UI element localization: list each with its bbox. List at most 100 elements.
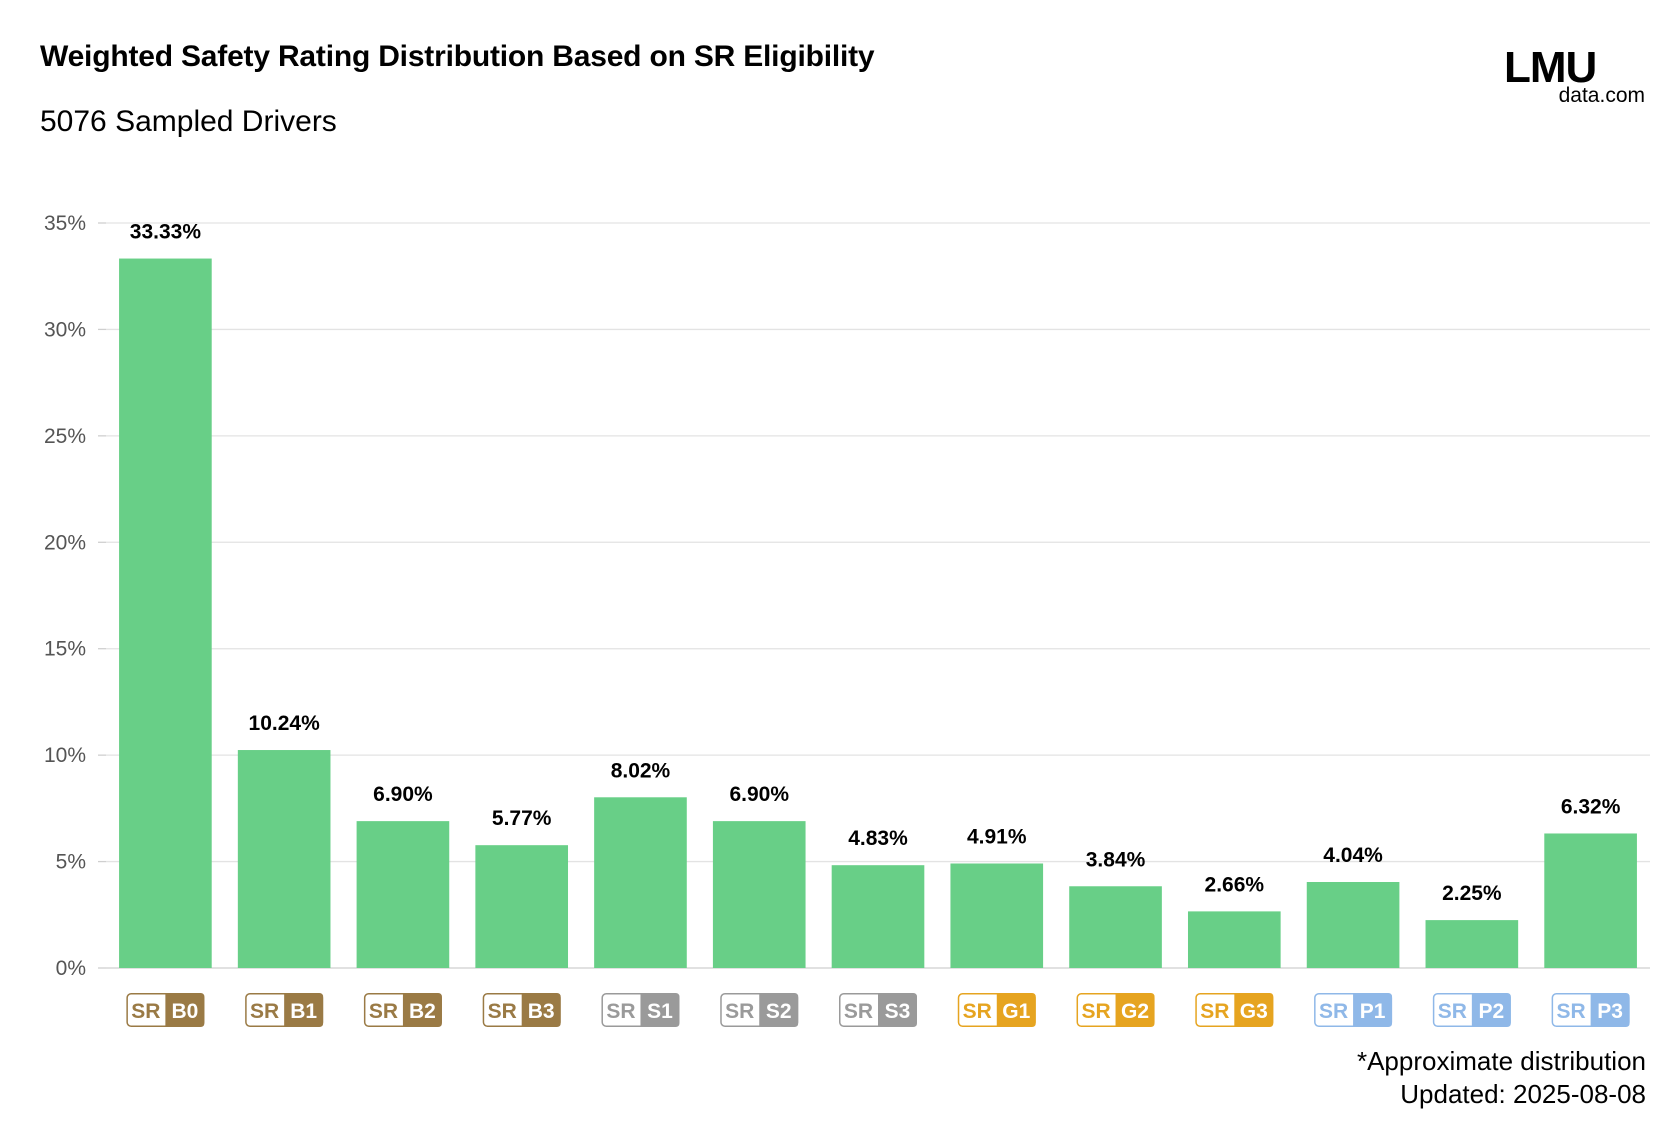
badge-grade-fill [1590,993,1630,1027]
badge-grade: S2 [766,1000,792,1023]
bar-value-labels: 33.33% 10.24% 6.90% 5.77% 8.02% 6.90% 4.83% 4.9… [130,221,1621,906]
badge-grade: G1 [1002,1000,1030,1023]
badge-grade: G3 [1240,1000,1268,1023]
badge-grade-fill [1115,993,1155,1027]
bar [712,821,806,968]
badge-grade-fill [402,993,442,1027]
footnote-approximate: *Approximate distribution [1356,1046,1646,1076]
lmu-data-logo: LMU data.com [1504,44,1645,106]
badge-grade: S1 [647,1000,673,1023]
badge-grade: P1 [1360,1000,1386,1023]
sr-badge: SR G1 [957,993,1036,1027]
chart-subtitle: 5076 Sampled Drivers [40,105,337,138]
badge-prefix: SR [488,1000,517,1023]
sr-badge: SR P3 [1551,993,1630,1027]
badge-grade-fill [284,993,324,1027]
y-tick-label: 30% [44,318,86,341]
bar [831,865,925,968]
sr-badge: SR B3 [482,993,561,1027]
bar [1187,911,1281,968]
bar-value-label: 6.90% [373,783,433,806]
y-tick-label: 5% [56,851,86,874]
badge-grade-fill [1471,993,1511,1027]
badge-prefix: SR [1557,1000,1586,1023]
bar [950,863,1044,968]
bars [119,258,1637,969]
y-tick-label: 25% [44,425,86,448]
y-tick-label: 0% [56,957,86,980]
badge-grade-fill [640,993,680,1027]
badge-grade: P2 [1479,1000,1505,1023]
bar [1306,882,1400,968]
badge-grade-fill [1353,993,1393,1027]
bar [1544,833,1637,968]
badge-prefix: SR [606,1000,635,1023]
bar-value-label: 2.25% [1442,882,1502,905]
bar [237,750,331,968]
sr-badge: SR S3 [839,993,917,1027]
badge-prefix: SR [963,1000,992,1023]
badge-prefix: SR [1319,1000,1348,1023]
badge-prefix: SR [844,1000,873,1023]
bar-value-label: 10.24% [249,712,321,735]
badge-prefix: SR [369,1000,398,1023]
sr-badge: SR P2 [1432,993,1511,1027]
bar-value-label: 4.83% [848,827,908,850]
bar [1425,920,1519,968]
badge-grade-fill [996,993,1036,1027]
badge-prefix: SR [1081,1000,1110,1023]
sr-badge: SR B2 [363,993,442,1027]
bar-value-label: 5.77% [492,807,552,830]
bar-value-label: 33.33% [130,221,202,244]
badge-prefix: SR [250,1000,279,1023]
sr-badge: SR S2 [720,993,799,1027]
badge-grade-fill [878,993,917,1027]
badge-grade-fill [165,993,205,1027]
bar-value-label: 6.90% [729,783,789,806]
bar-value-label: 4.91% [967,825,1027,848]
badge-grade: B3 [528,1000,555,1023]
footnote-updated: Updated: 2025-08-08 [1400,1079,1646,1109]
y-axis-ticks: 0% 5% 10% 15% 20% 25% 30% 35% [44,212,106,980]
bar-value-label: 2.66% [1205,873,1265,896]
y-tick-label: 20% [44,531,86,554]
badge-grade: B2 [409,1000,436,1023]
sr-badge: SR S1 [601,993,680,1027]
badge-grade: G2 [1121,1000,1149,1023]
badge-grade: S3 [885,1000,911,1023]
bar [475,845,569,968]
sr-badge: SR B1 [245,993,324,1027]
y-tick-label: 35% [44,212,86,235]
y-tick-label: 15% [44,638,86,661]
bar-value-label: 6.32% [1561,795,1621,818]
logo-top-text: LMU [1504,44,1596,92]
bar [356,821,450,968]
badge-prefix: SR [1438,1000,1467,1023]
bar-value-label: 8.02% [611,759,671,782]
sr-badge: SR G2 [1076,993,1155,1027]
bar-value-label: 3.84% [1086,848,1146,871]
bar-value-label: 4.04% [1323,844,1383,867]
sr-badge: SR G3 [1195,993,1274,1027]
logo-bottom-text: data.com [1559,84,1645,106]
badge-prefix: SR [131,1000,160,1023]
y-tick-label: 10% [44,744,86,767]
sr-badge: SR P1 [1314,993,1393,1027]
badge-grade: B0 [171,1000,198,1023]
badge-prefix: SR [725,1000,754,1023]
badge-grade: P3 [1597,1000,1623,1023]
sr-badge: SR B0 [126,993,205,1027]
badge-grade: B1 [290,1000,317,1023]
badge-grade-fill [759,993,799,1027]
badge-grade-fill [1234,993,1274,1027]
grid-lines [106,222,1650,969]
footnote: *Approximate distribution Updated: 2025-… [1357,1045,1646,1111]
bar [119,258,212,969]
badge-prefix: SR [1200,1000,1229,1023]
badge-grade-fill [521,993,561,1027]
chart-title: Weighted Safety Rating Distribution Base… [40,40,875,73]
x-axis-badges: SR B0 SR B1 SR B2 SR B3 SR S1 SR S2 SR S3 SR G1 SR G2 SR G3… [126,993,1630,1027]
bar [1069,886,1162,968]
bar [594,797,687,968]
